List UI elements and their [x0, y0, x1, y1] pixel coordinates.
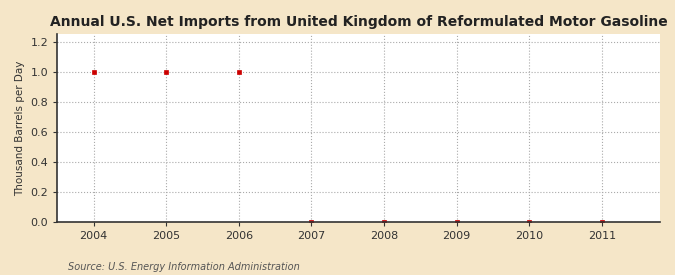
- Y-axis label: Thousand Barrels per Day: Thousand Barrels per Day: [15, 60, 25, 196]
- Text: Source: U.S. Energy Information Administration: Source: U.S. Energy Information Administ…: [68, 262, 299, 272]
- Title: Annual U.S. Net Imports from United Kingdom of Reformulated Motor Gasoline: Annual U.S. Net Imports from United King…: [50, 15, 668, 29]
